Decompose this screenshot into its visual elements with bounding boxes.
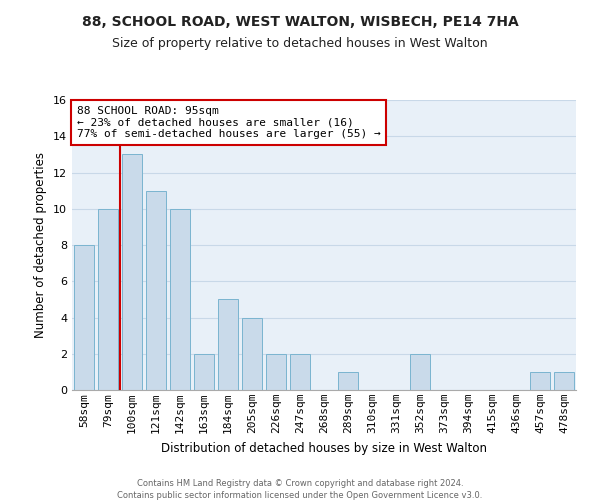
Bar bbox=[266, 354, 286, 390]
Bar bbox=[554, 372, 574, 390]
Bar bbox=[74, 245, 94, 390]
Bar bbox=[146, 190, 166, 390]
X-axis label: Distribution of detached houses by size in West Walton: Distribution of detached houses by size … bbox=[161, 442, 487, 454]
Bar bbox=[170, 209, 190, 390]
Bar bbox=[338, 372, 358, 390]
Bar bbox=[98, 209, 118, 390]
Text: Size of property relative to detached houses in West Walton: Size of property relative to detached ho… bbox=[112, 38, 488, 51]
Bar bbox=[122, 154, 142, 390]
Text: Contains HM Land Registry data © Crown copyright and database right 2024.: Contains HM Land Registry data © Crown c… bbox=[137, 479, 463, 488]
Bar bbox=[290, 354, 310, 390]
Bar bbox=[218, 300, 238, 390]
Bar bbox=[242, 318, 262, 390]
Bar bbox=[194, 354, 214, 390]
Text: 88, SCHOOL ROAD, WEST WALTON, WISBECH, PE14 7HA: 88, SCHOOL ROAD, WEST WALTON, WISBECH, P… bbox=[82, 15, 518, 29]
Bar bbox=[410, 354, 430, 390]
Text: Contains public sector information licensed under the Open Government Licence v3: Contains public sector information licen… bbox=[118, 491, 482, 500]
Y-axis label: Number of detached properties: Number of detached properties bbox=[34, 152, 47, 338]
Text: 88 SCHOOL ROAD: 95sqm
← 23% of detached houses are smaller (16)
77% of semi-deta: 88 SCHOOL ROAD: 95sqm ← 23% of detached … bbox=[77, 106, 381, 139]
Bar bbox=[530, 372, 550, 390]
